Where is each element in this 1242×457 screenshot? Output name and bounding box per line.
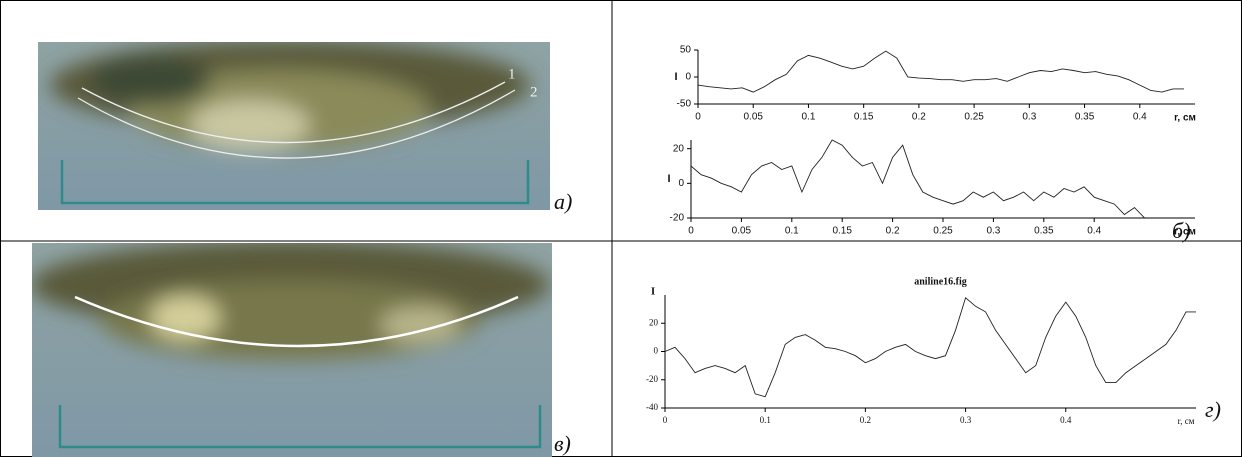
x-tick-label: 0.15 bbox=[854, 112, 874, 123]
panel-label: а) bbox=[554, 189, 572, 214]
y-axis-label: I bbox=[674, 71, 677, 83]
x-tick-label: 0.1 bbox=[785, 226, 799, 237]
y-tick-label: 20 bbox=[649, 317, 659, 327]
x-tick-label: 0.35 bbox=[1034, 226, 1054, 237]
x-tick-label: 0.1 bbox=[760, 415, 771, 425]
data-line bbox=[664, 297, 1196, 398]
x-tick-label: 0 bbox=[695, 112, 701, 123]
x-tick-label: 0.25 bbox=[933, 226, 953, 237]
x-axis-label: r, см bbox=[1174, 227, 1196, 238]
y-tick-label: 50 bbox=[680, 45, 692, 56]
x-tick-label: 0.05 bbox=[743, 112, 763, 123]
x-tick-label: 0.1 bbox=[801, 112, 815, 123]
x-tick-label: 0 bbox=[688, 226, 694, 237]
y-tick-label: -20 bbox=[670, 213, 685, 224]
y-tick-label: -20 bbox=[646, 374, 658, 384]
panel-label: б) bbox=[1172, 218, 1190, 243]
x-tick-label: 0.3 bbox=[1022, 112, 1036, 123]
y-tick-label: -50 bbox=[677, 99, 692, 110]
x-axis-label: r, см bbox=[1178, 416, 1195, 426]
x-tick-label: 0.4 bbox=[1087, 226, 1101, 237]
panel-label: г) bbox=[1205, 397, 1221, 422]
x-tick-label: 0.3 bbox=[986, 226, 1000, 237]
y-tick-label: 0 bbox=[685, 72, 691, 83]
x-tick-label: 0.2 bbox=[860, 415, 871, 425]
x-tick-label: 0.2 bbox=[886, 226, 900, 237]
y-tick-label: -40 bbox=[646, 402, 658, 412]
x-tick-label: 0.3 bbox=[960, 415, 972, 425]
y-tick-label: 0 bbox=[654, 346, 659, 356]
data-line bbox=[697, 50, 1184, 93]
data-line bbox=[690, 139, 1145, 219]
curve-label: 1 bbox=[508, 66, 516, 82]
x-tick-label: 0.4 bbox=[1133, 112, 1147, 123]
x-tick-label: 0.35 bbox=[1075, 112, 1095, 123]
y-tick-label: 0 bbox=[678, 178, 684, 189]
y-axis-label: I bbox=[651, 286, 655, 298]
chart-title: aniline16.fig bbox=[914, 276, 967, 287]
x-tick-label: 0.4 bbox=[1060, 415, 1072, 425]
panel-label: в) bbox=[554, 431, 571, 456]
photo-a bbox=[38, 42, 550, 210]
photo-c bbox=[32, 243, 552, 457]
x-axis-label: r, см bbox=[1174, 113, 1196, 124]
x-tick-label: 0.25 bbox=[964, 112, 984, 123]
x-tick-label: 0 bbox=[663, 415, 668, 425]
x-tick-label: 0.05 bbox=[732, 226, 752, 237]
y-tick-label: 20 bbox=[673, 143, 685, 154]
x-tick-label: 0.2 bbox=[912, 112, 926, 123]
y-axis-label: I bbox=[667, 173, 670, 185]
x-tick-label: 0.15 bbox=[832, 226, 852, 237]
curve-label: 2 bbox=[530, 84, 538, 100]
